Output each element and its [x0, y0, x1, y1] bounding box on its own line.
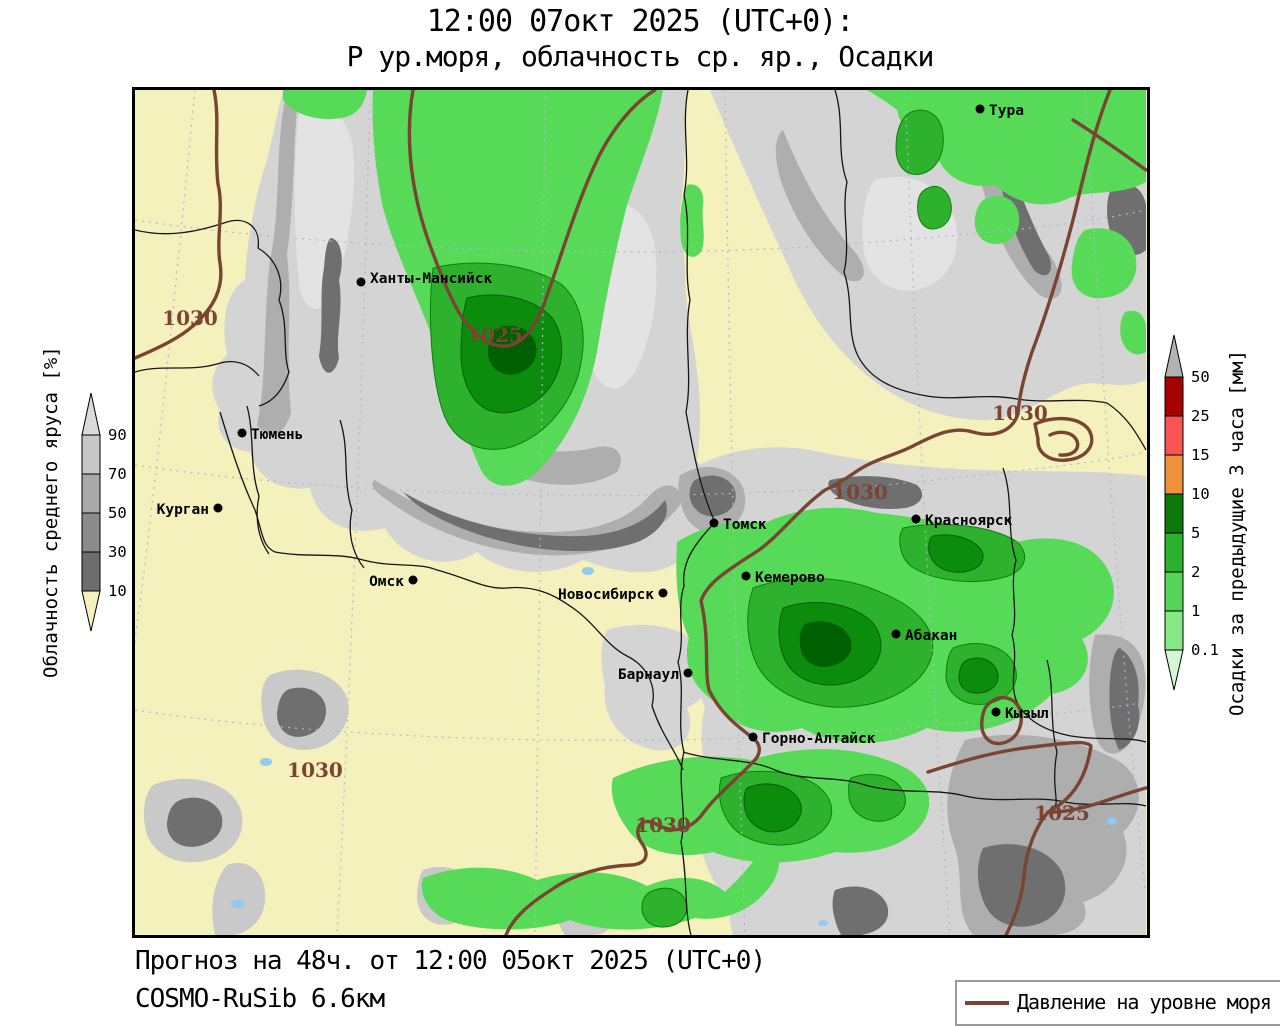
- city-label: Новосибирск: [558, 587, 654, 603]
- city-dot: [741, 571, 751, 581]
- isobar-label: 1030: [287, 758, 343, 782]
- colorbar-arrow-top: [1164, 334, 1184, 378]
- colorbar-tick-label: 90: [108, 426, 127, 444]
- city-dot: [356, 277, 366, 287]
- city-label: Кызыл: [1005, 706, 1049, 722]
- colorbar-segment: [1164, 493, 1184, 534]
- city-label: Ханты-Мансийск: [370, 271, 492, 287]
- pressure-legend-label: Давление на уровне моря: [1017, 990, 1272, 1014]
- pressure-line-sample: [965, 1001, 1009, 1005]
- precip-colorbar: 50 25 15 10 5 2 1 0.1: [1164, 334, 1219, 691]
- city-dot: [891, 629, 901, 639]
- city-label: Абакан: [905, 628, 957, 644]
- lakes: [231, 567, 1117, 926]
- city-dot: [975, 104, 985, 114]
- city-label: Барнаул: [618, 667, 679, 683]
- map-canvas: 1030 1025 1030 1030 1030 1030 1025 Тура Ханты-М…: [132, 87, 1150, 938]
- colorbar-segment: [1164, 376, 1184, 417]
- colorbar-segment: [81, 512, 101, 553]
- isobar-label: 1030: [832, 480, 888, 504]
- colorbar-segment: [81, 434, 101, 475]
- model-name: COSMO-RuSib 6.6км: [135, 984, 385, 1014]
- colorbar-segment: [1164, 415, 1184, 456]
- isobar-label: 1030: [162, 306, 218, 330]
- city-label: Тюмень: [251, 427, 303, 443]
- city-label: Томск: [723, 517, 767, 533]
- precip-colorbar-title: Осадки за предыдущие 3 часа [мм]: [1226, 349, 1248, 716]
- map-title-datetime: 12:00 07окт 2025 (UTC+0):: [426, 4, 855, 39]
- weather-map: 1030 1025 1030 1030 1030 1030 1025 Тура Ханты-М…: [135, 90, 1147, 935]
- city-label: Тура: [989, 103, 1024, 119]
- city-label: Омск: [369, 574, 404, 590]
- city-dot: [911, 514, 921, 524]
- pressure-isobars: [135, 90, 1147, 935]
- city-markers: Тура Ханты-Мансийск Тюмень Курган Омск Томск Н…: [157, 103, 1049, 747]
- colorbar-tick-label: 15: [1191, 446, 1210, 464]
- city-dot: [991, 707, 1001, 717]
- cloud-colorbar-title: Облачность среднего яруса [%]: [40, 346, 62, 678]
- colorbar-tick-label: 5: [1191, 524, 1200, 542]
- colorbar-segment: [1164, 571, 1184, 612]
- admin-borders: [135, 90, 1147, 935]
- colorbar-tick-label: 70: [108, 465, 127, 483]
- isobar-labels: 1030 1025 1030 1030 1030 1030 1025: [162, 306, 1090, 837]
- colorbar-tick-label: 1: [1191, 602, 1200, 620]
- pressure-legend: Давление на уровне моря: [955, 980, 1280, 1026]
- city-dot: [213, 503, 223, 513]
- colorbar-tick-label: 25: [1191, 407, 1210, 425]
- forecast-run-info: Прогноз на 48ч. от 12:00 05окт 2025 (UTC…: [135, 946, 766, 976]
- city-label: Кемерово: [755, 570, 825, 586]
- colorbar-segment: [81, 473, 101, 514]
- city-dot: [237, 428, 247, 438]
- colorbar-segment: [1164, 610, 1184, 651]
- colorbar-segment: [1164, 532, 1184, 573]
- city-dot: [709, 518, 719, 528]
- graticule-lines: [135, 90, 1147, 935]
- city-dot: [683, 668, 693, 678]
- city-dot: [408, 575, 418, 585]
- city-dot: [748, 732, 758, 742]
- city-dot: [658, 588, 668, 598]
- colorbar-tick-label: 0.1: [1191, 641, 1219, 659]
- colorbar-tick-label: 50: [108, 504, 127, 522]
- city-label: Курган: [157, 502, 209, 518]
- colorbar-segment: [1164, 454, 1184, 495]
- colorbar-tick-label: 50: [1191, 368, 1210, 386]
- colorbar-segment: [81, 551, 101, 592]
- city-label: Красноярск: [925, 513, 1013, 529]
- isobar-label: 1025: [1034, 801, 1090, 825]
- isobar-label: 1030: [635, 813, 691, 837]
- colorbar-tick-label: 30: [108, 543, 127, 561]
- colorbar-tick-label: 2: [1191, 563, 1200, 581]
- colorbar-arrow-bottom: [81, 590, 101, 632]
- colorbar-arrow-top: [81, 392, 101, 436]
- cloud-colorbar: 90 70 50 30 10: [81, 392, 127, 632]
- colorbar-arrow-bottom: [1164, 649, 1184, 691]
- isobar-label: 1030: [992, 401, 1048, 425]
- city-label: Горно-Алтайск: [762, 731, 876, 747]
- map-title-fields: Р ур.моря, облачность ср. яр., Осадки: [346, 40, 935, 73]
- colorbar-tick-label: 10: [1191, 485, 1210, 503]
- isobar-label: 1025: [467, 323, 523, 347]
- colorbar-tick-label: 10: [108, 582, 127, 600]
